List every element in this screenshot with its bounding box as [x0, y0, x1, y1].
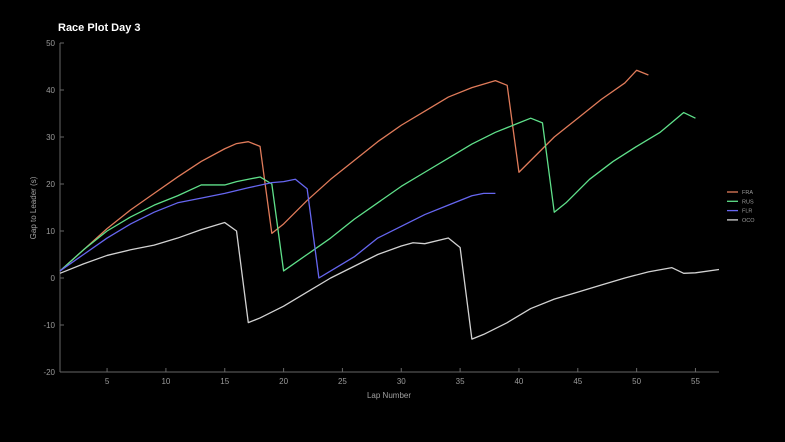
x-tick-label: 20 [279, 377, 288, 386]
x-axis-label: Lap Number [367, 391, 411, 400]
legend: FRA RUS FLR OCO [727, 190, 755, 224]
x-tick-label: 40 [514, 377, 523, 386]
x-tick-label: 5 [105, 377, 110, 386]
y-tick-label: 10 [46, 227, 55, 236]
series-line-oco [59, 221, 720, 340]
legend-label-flr: FLR [742, 209, 752, 215]
y-tick-label: 0 [51, 274, 56, 283]
legend-label-oco: OCO [742, 218, 755, 224]
axes: 5 10 15 20 25 30 35 40 45 50 55 -20 -10 0 10 20 30 40 50 [43, 39, 719, 386]
series-line-flr [59, 178, 496, 279]
x-tick-label: 30 [397, 377, 406, 386]
y-tick-label: 50 [46, 39, 55, 48]
x-tick-label: 45 [573, 377, 582, 386]
y-tick-label: 40 [46, 86, 55, 95]
y-tick-label: -20 [43, 368, 55, 377]
y-tick-label: 20 [46, 180, 55, 189]
x-tick-label: 15 [220, 377, 229, 386]
legend-label-fra: FRA [742, 190, 753, 196]
x-tick-label: 55 [691, 377, 700, 386]
series-layer [59, 69, 720, 340]
series-line-rus [59, 111, 696, 272]
x-tick-label: 50 [632, 377, 641, 386]
x-tick-label: 35 [456, 377, 465, 386]
y-tick-label: -10 [43, 321, 55, 330]
chart-title: Race Plot Day 3 [58, 22, 141, 34]
x-tick-label: 10 [161, 377, 170, 386]
series-line-fra [59, 69, 649, 272]
x-tick-label: 25 [338, 377, 347, 386]
y-tick-label: 30 [46, 133, 55, 142]
legend-label-rus: RUS [742, 199, 754, 205]
y-axis-label: Gap to Leader (s) [29, 176, 38, 239]
